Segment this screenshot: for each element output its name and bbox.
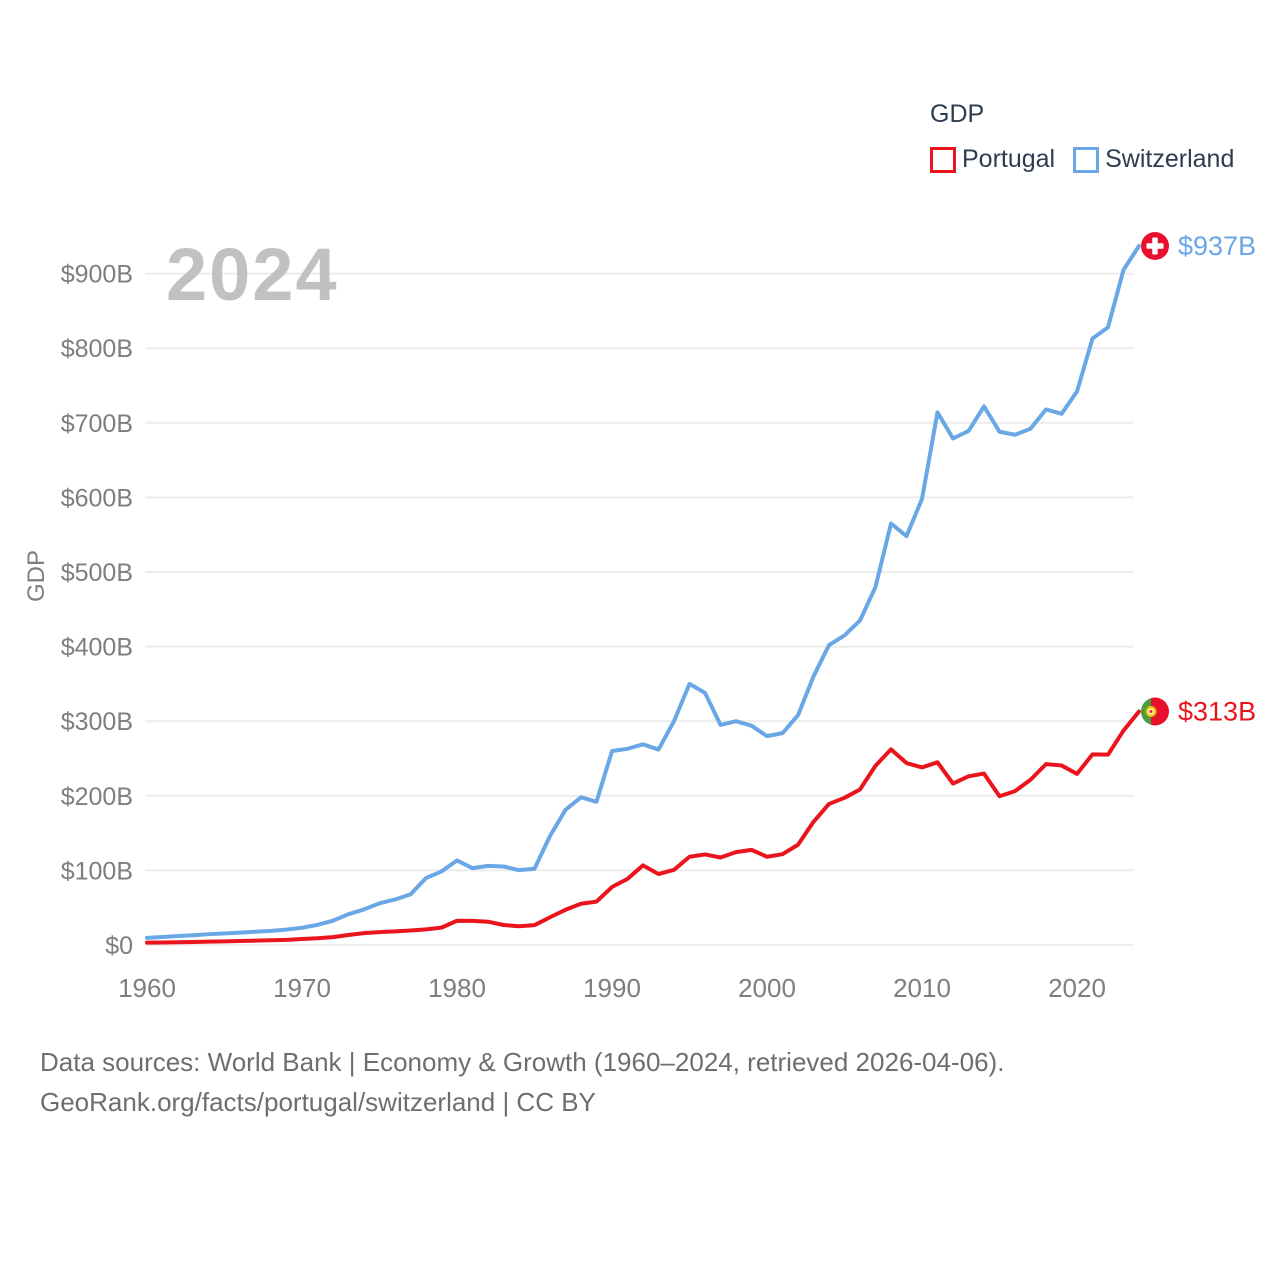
x-tick-label: 1990 [583, 973, 641, 1003]
switzerland-line [145, 243, 1141, 940]
legend-label-switzerland: Switzerland [1105, 145, 1235, 173]
x-tick-label: 2010 [893, 973, 951, 1003]
legend-label-portugal: Portugal [962, 145, 1056, 173]
y-tick-label: $100B [61, 857, 133, 885]
x-tick-label: 1970 [273, 973, 331, 1003]
legend-items: Portugal Switzerland [930, 145, 1252, 174]
portugal-flag-icon [1141, 697, 1169, 726]
y-tick-label: $700B [61, 410, 133, 438]
legend-title: GDP [930, 100, 985, 128]
x-tick-label: 1980 [428, 973, 486, 1003]
y-tick-label: $800B [61, 335, 133, 363]
georank-link-line: GeoRank.org/facts/portugal/switzerland |… [40, 1087, 596, 1117]
switzerland-color-swatch [1073, 146, 1100, 173]
y-tick-label: $0 [105, 932, 133, 960]
legend-item-portugal[interactable]: Portugal [930, 145, 1055, 174]
y-tick-label: $300B [61, 708, 133, 736]
year-watermark: 2024 [166, 233, 339, 316]
portugal-end-value-label: $313B [1178, 697, 1256, 727]
gdp-line-chart: $0 $100B $200B $300B $400B $500B $600B $700B $80… [23, 231, 1256, 1003]
switzerland-flag-icon [1141, 231, 1169, 260]
y-axis-title: GDP [23, 550, 50, 602]
switzerland-end-value-label: $937B [1178, 231, 1256, 261]
portugal-line [145, 709, 1141, 945]
x-tick-label: 2000 [738, 973, 796, 1003]
y-tick-label: $500B [61, 559, 133, 587]
x-tick-label: 1960 [118, 973, 176, 1003]
y-tick-label: $200B [61, 783, 133, 811]
chart-legend: GDP Portugal Switzerland [930, 100, 1252, 174]
portugal-color-swatch [930, 146, 956, 173]
data-sources-line: Data sources: World Bank | Economy & Gro… [40, 1047, 1005, 1077]
y-tick-label: $600B [61, 484, 133, 512]
attribution-footer: Data sources: World Bank | Economy & Gro… [40, 1042, 1004, 1122]
legend-item-switzerland[interactable]: Switzerland [1073, 145, 1234, 174]
y-tick-label: $900B [61, 261, 133, 289]
x-tick-label: 2020 [1048, 973, 1106, 1003]
y-tick-label: $400B [61, 634, 133, 662]
